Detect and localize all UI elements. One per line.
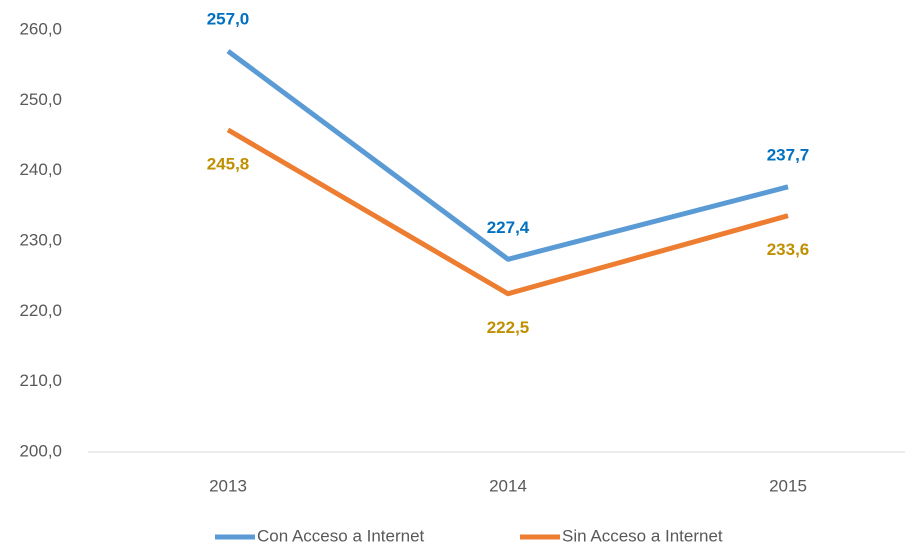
series-line bbox=[226, 127, 789, 297]
data-label: 237,7 bbox=[767, 145, 810, 164]
y-tick-label: 200,0 bbox=[19, 441, 62, 460]
y-tick-label: 230,0 bbox=[19, 230, 62, 249]
legend-label: Con Acceso a Internet bbox=[257, 526, 425, 545]
y-tick-label: 210,0 bbox=[19, 371, 62, 390]
series-line bbox=[226, 49, 789, 262]
data-label: 233,6 bbox=[767, 240, 810, 259]
y-tick-label: 260,0 bbox=[19, 19, 62, 38]
data-label: 257,0 bbox=[207, 10, 250, 29]
y-tick-label: 240,0 bbox=[19, 160, 62, 179]
data-label: 222,5 bbox=[487, 318, 530, 337]
data-label: 245,8 bbox=[207, 154, 250, 173]
x-tick-label: 2013 bbox=[209, 476, 247, 495]
x-tick-label: 2015 bbox=[769, 476, 807, 495]
x-tick-label: 2014 bbox=[489, 476, 527, 495]
y-tick-label: 250,0 bbox=[19, 90, 62, 109]
legend-label: Sin Acceso a Internet bbox=[562, 526, 723, 545]
y-tick-label: 220,0 bbox=[19, 301, 62, 320]
data-label: 227,4 bbox=[487, 218, 530, 237]
